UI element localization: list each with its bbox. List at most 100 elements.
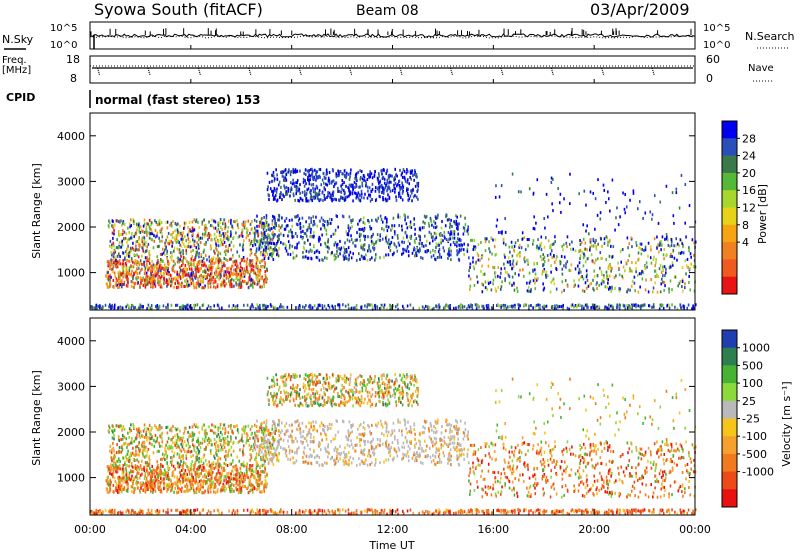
velocity-cell [194, 508, 197, 512]
power-cell [179, 277, 182, 281]
power-cell [342, 215, 345, 219]
power-cell [175, 233, 178, 237]
power-cell [144, 285, 147, 289]
power-cell [684, 182, 687, 186]
power-cell [191, 220, 194, 224]
power-cell [203, 262, 206, 266]
velocity-cell [110, 512, 112, 516]
power-cell [273, 179, 276, 183]
power-cell [151, 232, 154, 236]
power-cell [386, 307, 388, 311]
power-cell [565, 262, 567, 266]
power-cell [366, 249, 369, 253]
velocity-cell [611, 509, 613, 513]
power-cell [233, 284, 235, 288]
power-cell [284, 227, 287, 231]
power-cell [242, 243, 245, 247]
power-cell [336, 215, 338, 219]
power-cell [219, 266, 221, 270]
power-cell [528, 307, 530, 311]
power-cell [166, 257, 168, 261]
power-cell [631, 279, 634, 283]
power-cell [668, 306, 671, 310]
nave-dip [449, 67, 454, 76]
power-cell [498, 195, 501, 199]
velocity-cell [421, 510, 424, 514]
power-cell [539, 244, 542, 248]
velocity-cell [138, 489, 141, 493]
power-cell [230, 267, 232, 271]
power-cell [327, 191, 329, 195]
power-cell [113, 228, 115, 232]
power-cell [198, 268, 201, 272]
power-cell [160, 285, 163, 289]
power-cell [189, 262, 192, 266]
velocity-cell [603, 511, 606, 515]
power-cell [266, 277, 268, 281]
power-cell [371, 176, 374, 180]
power-cell [235, 277, 237, 281]
power-cell [385, 239, 388, 243]
power-cell [532, 191, 535, 195]
power-cell [261, 221, 263, 225]
power-cell [158, 280, 160, 284]
power-cell [634, 289, 636, 293]
power-cell [678, 251, 680, 255]
power-cell [147, 242, 150, 246]
power-cell [397, 236, 399, 240]
power-cell [570, 304, 572, 308]
power-cell [189, 240, 191, 244]
power-cell [331, 179, 333, 183]
power-cell [220, 243, 222, 247]
velocity-cell [119, 467, 122, 471]
power-cell [692, 304, 694, 308]
power-cell [396, 303, 399, 307]
power-cell [158, 220, 160, 224]
power-cell [187, 307, 189, 311]
power-cell [322, 218, 325, 222]
power-cell [361, 181, 364, 185]
power-cell [326, 172, 329, 176]
power-cell [314, 196, 317, 200]
power-cell [572, 247, 575, 251]
frequency-panel-frame [89, 55, 696, 84]
power-cell [473, 283, 476, 287]
power-cell [265, 275, 267, 279]
station-title: Syowa South (fitACF) [94, 0, 263, 19]
power-cell [593, 244, 595, 248]
power-cell [134, 259, 137, 263]
power-cell [394, 305, 397, 309]
power-cell [156, 272, 159, 276]
power-cell [128, 266, 131, 270]
power-cell [124, 261, 127, 265]
cpid-value: normal (fast stereo) 153 [95, 93, 261, 107]
power-cell [326, 196, 328, 200]
power-cell [366, 185, 369, 189]
power-cell [250, 250, 253, 254]
power-cell [338, 198, 341, 202]
power-cell [603, 188, 606, 192]
power-cell [411, 199, 413, 203]
velocity-cell [255, 478, 258, 482]
power-cell [407, 239, 410, 243]
power-cell [120, 233, 122, 237]
power-cell [487, 264, 490, 268]
velocity-cell [184, 468, 187, 472]
power-cell [619, 287, 622, 291]
power-cell [422, 244, 425, 248]
power-cell [560, 255, 563, 259]
power-cell [403, 175, 406, 179]
power-cell [247, 271, 249, 275]
power-cell [605, 200, 607, 204]
power-cell [111, 305, 114, 309]
power-cell [665, 254, 667, 258]
velocity-cell [148, 466, 151, 470]
power-cell [166, 249, 169, 253]
velocity-cell [258, 510, 260, 514]
velocity-cell [246, 508, 249, 512]
power-cell [148, 225, 151, 229]
power-cell [155, 305, 157, 309]
power-cell [456, 252, 459, 256]
power-cell [383, 190, 385, 194]
power-cell [585, 286, 588, 290]
